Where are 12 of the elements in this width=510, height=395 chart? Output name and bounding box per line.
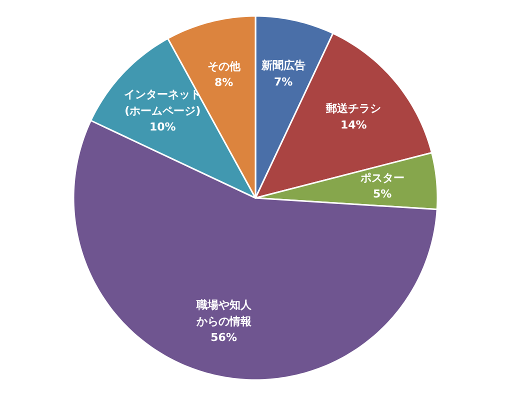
slice-label: ポスター [359,171,404,184]
data-label: 14% [340,118,367,132]
data-label: 8% [214,76,234,90]
slice-label: 新聞広告 [260,59,306,72]
data-label: 10% [149,120,176,134]
slice-label: 職場や知人からの情報 [195,298,252,328]
data-label: 56% [210,331,237,344]
slice-label: インターネット(ホームページ) [124,88,202,118]
data-label: 7% [274,75,293,88]
data-label: 5% [372,188,392,201]
slice-label: 郵送チラシ [325,102,382,116]
slice-label: その他 [207,60,242,73]
